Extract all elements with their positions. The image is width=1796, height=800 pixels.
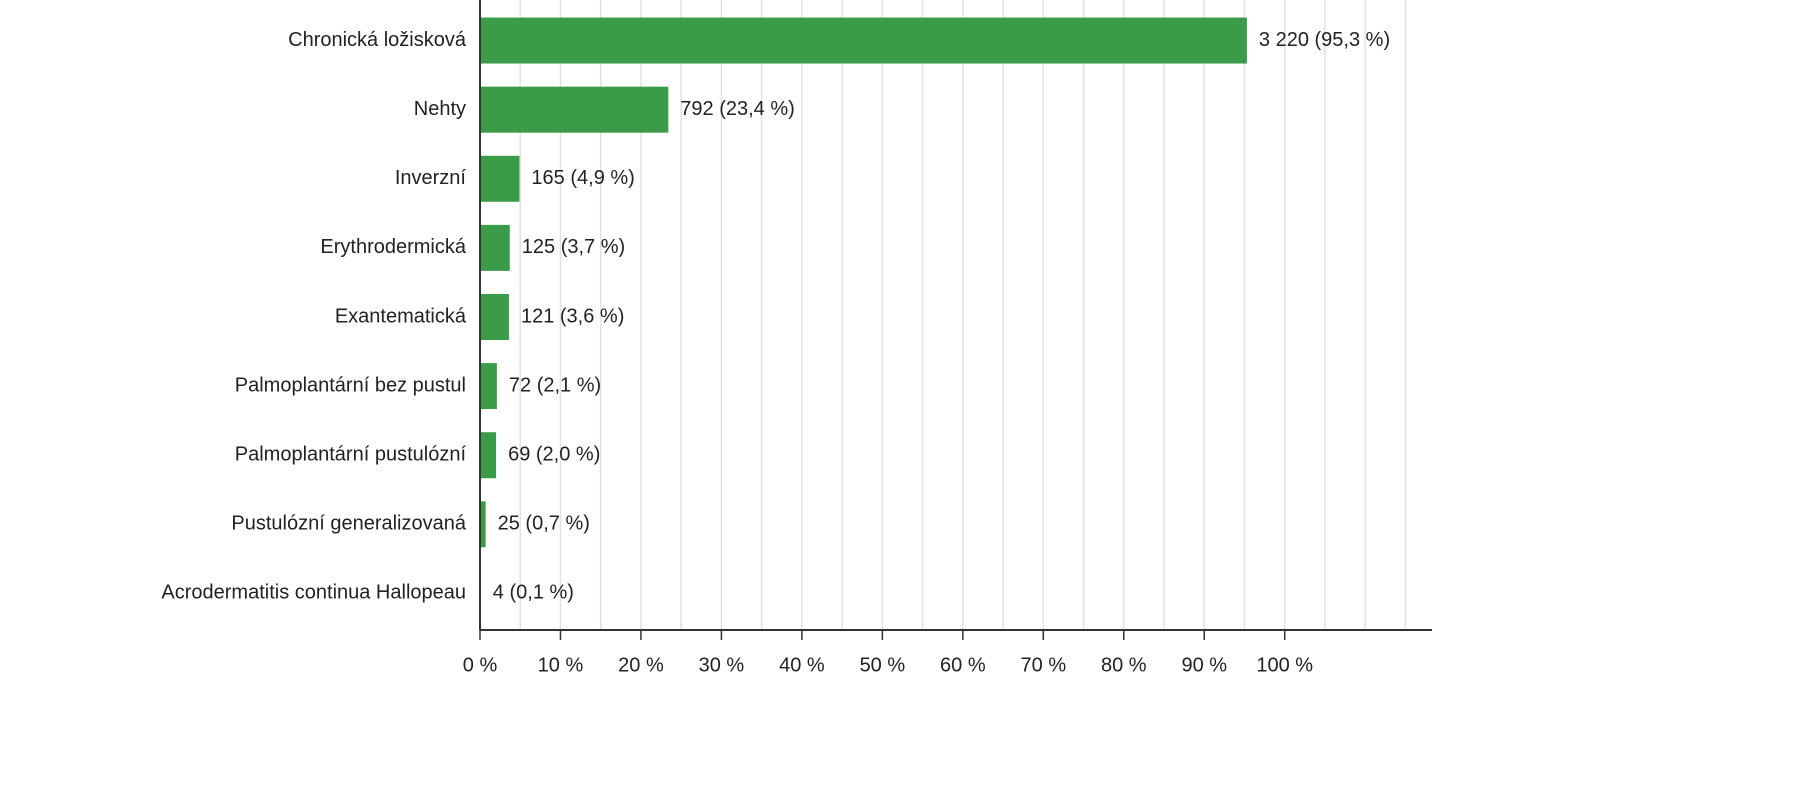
x-tick-label: 40 %: [779, 654, 825, 676]
x-tick-label: 90 %: [1181, 654, 1227, 676]
x-tick-label: 0 %: [463, 654, 498, 676]
category-label: Erythrodermická: [320, 236, 466, 258]
value-label: 72 (2,1 %): [509, 374, 601, 396]
value-label: 121 (3,6 %): [521, 305, 624, 327]
x-tick-label: 10 %: [538, 654, 584, 676]
x-tick-label: 100 %: [1256, 654, 1313, 676]
category-label: Nehty: [414, 98, 466, 120]
category-label: Exantematická: [335, 305, 467, 327]
x-tick-label: 60 %: [940, 654, 986, 676]
category-label: Chronická ložisková: [288, 29, 467, 51]
value-label: 3 220 (95,3 %): [1259, 29, 1390, 51]
category-label: Acrodermatitis continua Hallopeau: [161, 582, 466, 604]
bar: [480, 155, 520, 202]
bar: [480, 501, 486, 548]
category-label: Palmoplantární pustulózní: [235, 444, 467, 466]
x-tick-label: 30 %: [699, 654, 745, 676]
value-label: 792 (23,4 %): [680, 98, 795, 120]
value-label: 125 (3,7 %): [522, 236, 625, 258]
value-label: 4 (0,1 %): [493, 582, 574, 604]
bar: [480, 363, 497, 410]
bar: [480, 86, 669, 133]
value-label: 69 (2,0 %): [508, 444, 600, 466]
category-label: Palmoplantární bez pustul: [235, 374, 466, 396]
x-tick-label: 50 %: [860, 654, 906, 676]
value-label: 25 (0,7 %): [498, 513, 590, 535]
value-label: 165 (4,9 %): [531, 167, 634, 189]
category-label: Pustulózní generalizovaná: [231, 513, 466, 535]
bar: [480, 432, 497, 479]
bar: [480, 17, 1247, 64]
x-tick-label: 80 %: [1101, 654, 1147, 676]
x-tick-label: 70 %: [1021, 654, 1067, 676]
bar: [480, 224, 510, 271]
category-label: Inverzní: [395, 167, 467, 189]
bar: [480, 294, 509, 340]
x-tick-label: 20 %: [618, 654, 664, 676]
